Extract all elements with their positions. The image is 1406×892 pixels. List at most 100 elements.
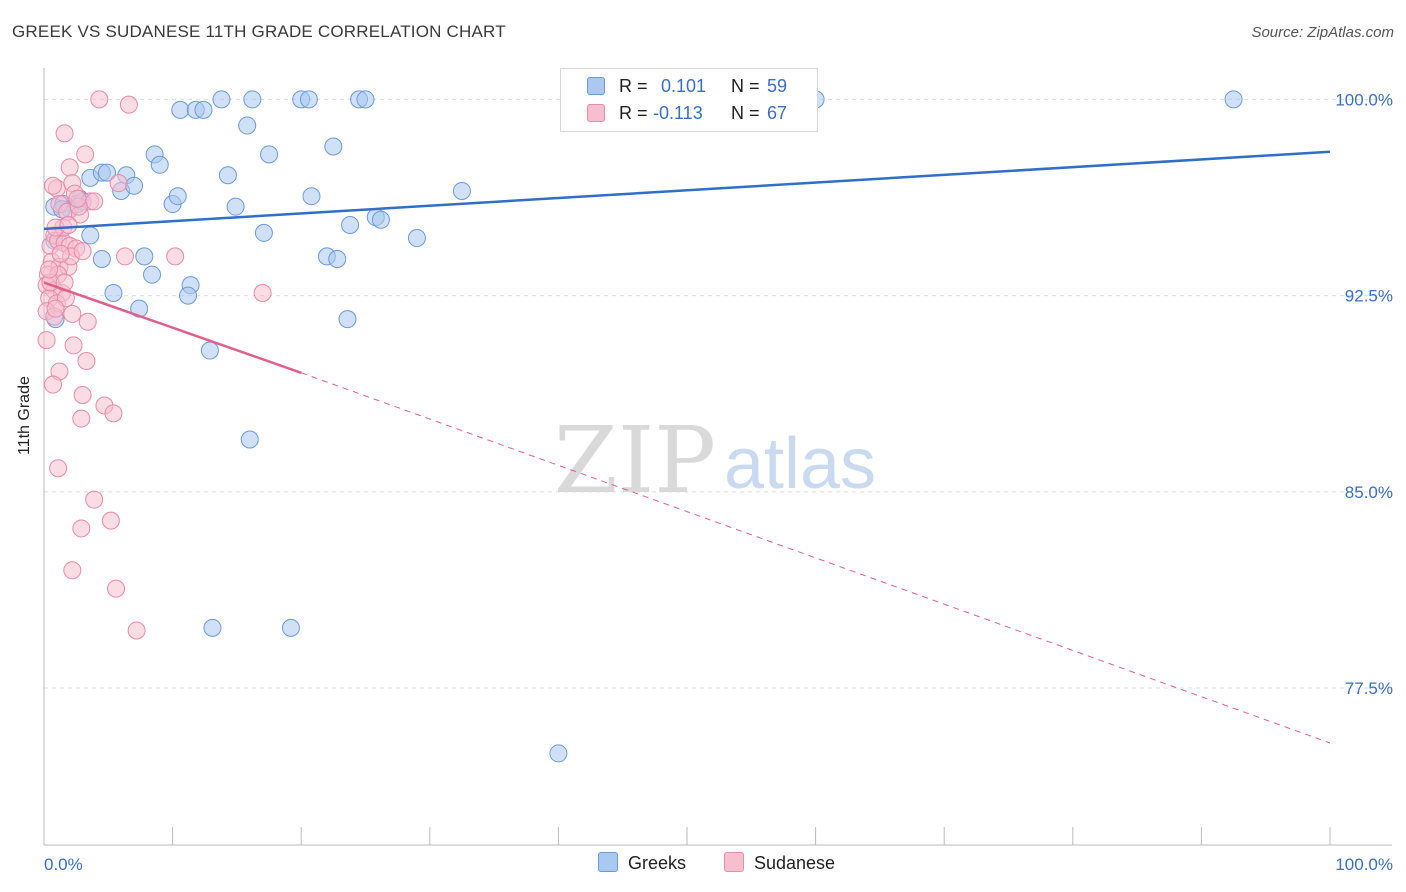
greek-point [168,187,187,206]
y-tick-label: 92.5% [1345,287,1393,306]
sudanese-point [101,511,120,530]
greek-point [356,90,375,109]
greek-point [281,618,300,637]
sudanese-point [77,352,96,371]
y-axis-label: 11th Grade [16,376,33,455]
greek-point [299,90,318,109]
legend-r-value: -0.113 [653,103,703,123]
chart-title: GREEK VS SUDANESE 11TH GRADE CORRELATION… [12,22,506,41]
greek-point [407,229,426,248]
sudanese-point [85,490,104,509]
bottom-legend-label-greeks: Greeks [628,853,687,873]
greek-point [143,265,162,284]
sudanese-point [104,404,123,423]
greek-point [104,283,123,302]
sudanese-point [116,247,135,266]
greek-point [135,247,154,266]
greek-point [203,618,222,637]
legend-swatch-sudanese [587,104,605,122]
y-tick-labels: 100.0% 92.5% 85.0% 77.5% [1335,90,1393,698]
sudanese-point [63,561,82,580]
x-tick-label-min: 0.0% [44,855,83,874]
sudanese-point [109,174,128,193]
greek-point [324,137,343,156]
sudanese-points [37,90,272,640]
legend-r-label: R = [619,76,648,96]
bottom-legend-label-sudanese: Sudanese [754,853,836,873]
sudanese-point [72,519,91,538]
sudanese-trend-line [43,281,302,374]
source-label: Source: ZipAtlas.com [1251,24,1394,41]
sudanese-point [78,312,97,331]
trend-lines [43,150,1331,744]
bottom-legend-swatch-sudanese [724,852,744,872]
y-tick-label: 100.0% [1335,90,1393,109]
greek-point [150,155,169,174]
greek-point [1224,90,1243,109]
greek-point [200,341,219,360]
sudanese-point [253,283,272,302]
greek-point [238,116,257,135]
sudanese-point [90,90,109,109]
greek-point [254,223,273,242]
correlation-legend: R = 0.101 N = 59 R = -0.113 N = 67 [560,68,818,132]
greek-point [171,100,190,119]
sudanese-point [127,621,146,640]
legend-swatch-greeks [587,77,605,95]
watermark-atlas: atlas [724,424,876,504]
greek-trend-line [43,150,1331,231]
legend-n-label: N = [731,103,760,123]
sudanese-point [49,459,68,478]
sudanese-point [72,409,91,428]
bottom-legend-sudanese: Sudanese [724,852,835,874]
sudanese-point [44,375,63,394]
sudanese-point [63,304,82,323]
sudanese-point [73,242,92,261]
axes [43,68,1392,846]
bottom-legend-swatch-greeks [598,852,618,872]
greek-point [371,210,390,229]
greek-point [98,163,117,182]
sudanese-point [59,215,78,234]
greek-point [338,310,357,329]
sudanese-point [46,299,65,318]
greek-point [549,744,568,763]
greek-point [341,215,360,234]
bottom-legend-greeks: Greeks [598,852,686,874]
greek-point [125,176,144,195]
sudanese-point [55,124,74,143]
sudanese-point [119,95,138,114]
sudanese-point [40,260,59,279]
greek-point [179,286,198,305]
sudanese-point [107,579,126,598]
legend-r-value: 0.101 [661,76,707,96]
x-ticks [43,827,1331,845]
greek-point [240,430,259,449]
y-tick-label: 77.5% [1345,679,1393,698]
sudanese-point [166,247,185,266]
sudanese-point [73,386,92,405]
legend-row-greeks: R = 0.101 N = 59 [561,73,817,99]
greek-point [92,249,111,268]
sudanese-point [68,189,87,208]
legend-row-sudanese: R = -0.113 N = 67 [561,100,817,126]
legend-n-value: 67 [767,103,788,123]
sudanese-point [60,158,79,177]
sudanese-point [64,336,83,355]
greek-point [81,226,100,245]
greek-point [226,197,245,216]
watermark-zip: ZIP [554,407,716,514]
sudanese-point [44,176,63,195]
greek-point [452,181,471,200]
y-tick-label: 85.0% [1345,483,1393,502]
greek-point [218,166,237,185]
greek-point [194,100,213,119]
greek-point [328,249,347,268]
legend-n-value: 59 [767,76,788,96]
legend-r-label: R = [619,103,648,123]
watermark: ZIP atlas [554,407,876,514]
legend-n-label: N = [731,76,760,96]
x-tick-label-max: 100.0% [1335,855,1393,874]
greek-point [243,90,262,109]
